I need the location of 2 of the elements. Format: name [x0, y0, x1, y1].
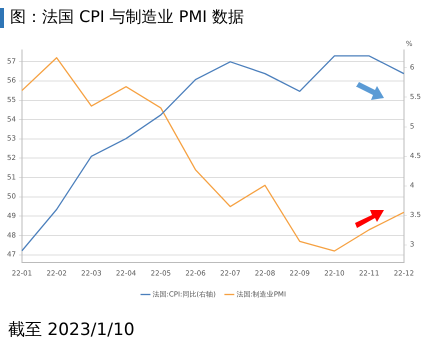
- text: 截至 2023/1/10: [8, 319, 135, 341]
- chart-title: 图：法国 CPI 与制造业 PMI 数据: [10, 7, 244, 28]
